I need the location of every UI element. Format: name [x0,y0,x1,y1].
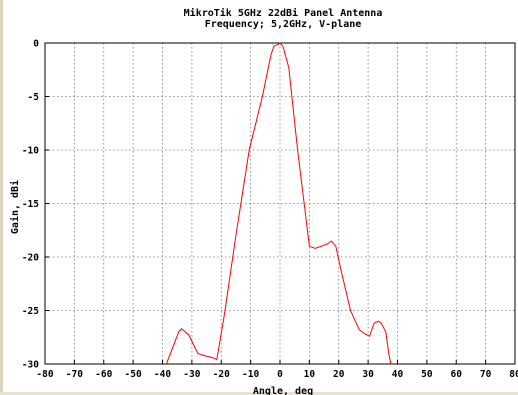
series-layer [165,43,392,364]
x-tick-label: 40 [392,369,404,380]
chart-title: MikroTik 5GHz 22dBi Panel Antenna [184,7,383,19]
grid [45,43,515,364]
y-tick-label: -5 [28,92,40,103]
y-axis-label: Gain, dBi [9,180,21,234]
x-tick-label: -60 [95,369,112,380]
x-tick-label: 0 [277,369,283,380]
chart-subtitle: Frequency; 5,2GHz, V-plane [205,19,362,30]
gain-series-line [165,43,392,364]
y-tick-label: -15 [22,199,39,210]
y-tick-label: -20 [22,253,39,264]
y-tick-label: -25 [22,306,39,317]
window-left-border [0,0,3,395]
tick-labels: -80 -70 -60 -50 -40 -30 -20 -10 0 10 20 30 40 50 60 70 8… [22,39,518,381]
x-tick-label: 60 [451,369,463,380]
x-tick-label: 10 [304,369,316,380]
y-tick-label: -10 [22,146,39,157]
window-bottom-border [0,392,518,395]
x-tick-label: 50 [421,369,433,380]
x-tick-label: -30 [183,369,200,380]
x-tick-label: 20 [333,369,345,380]
x-tick-label: 70 [480,369,492,380]
x-tick-label: -80 [36,369,53,380]
x-axis-label: Angle, deg [253,386,313,395]
x-tick-label: -10 [242,369,259,380]
x-tick-label: -20 [213,369,230,380]
y-tick-label: -30 [22,360,39,371]
x-tick-label: -40 [154,369,171,380]
x-tick-label: 30 [362,369,374,380]
x-tick-label: -70 [66,369,83,380]
y-tick-label: 0 [33,39,39,50]
x-tick-label: -50 [125,369,142,380]
x-tick-label: 80 [509,369,518,380]
